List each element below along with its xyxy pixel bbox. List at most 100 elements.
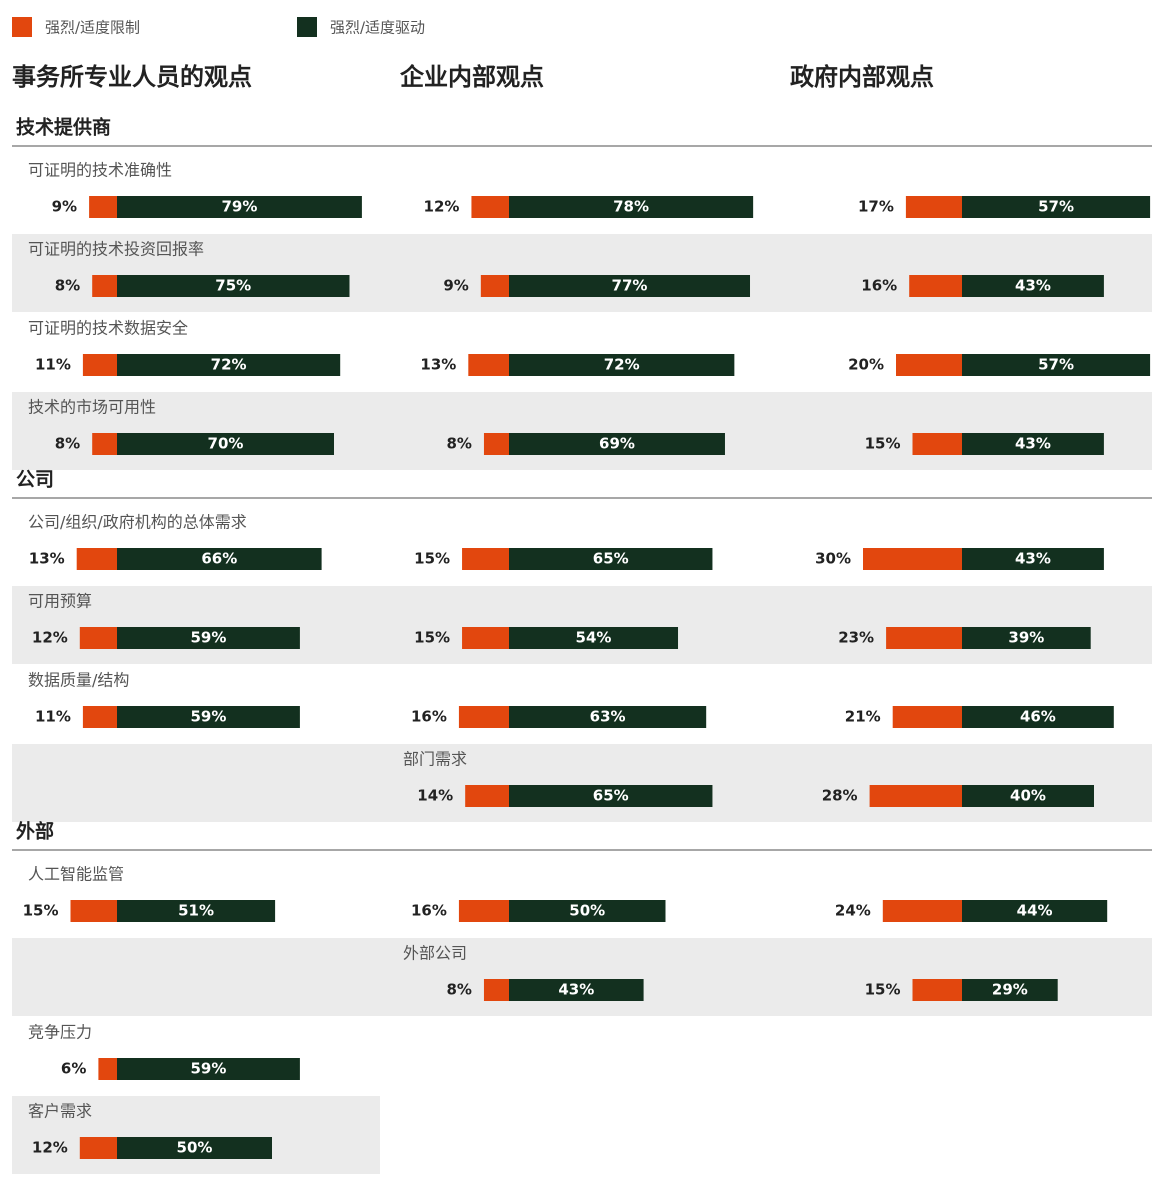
- limit-label: 28%: [822, 787, 858, 805]
- drive-label: 77%: [612, 277, 648, 295]
- row-band: [12, 392, 1152, 470]
- limit-label: 20%: [848, 356, 884, 374]
- limit-bar: [471, 196, 509, 218]
- drive-bar: [509, 275, 751, 297]
- drive-label: 43%: [558, 981, 594, 999]
- drive-bar: [117, 900, 276, 922]
- limit-label: 8%: [55, 435, 80, 453]
- limit-label: 12%: [32, 629, 68, 647]
- drive-bar: [117, 1137, 272, 1159]
- limit-bar: [82, 706, 117, 728]
- drive-bar: [509, 706, 707, 728]
- drive-bar: [962, 785, 1094, 807]
- row-label: 可证明的技术投资回报率: [28, 240, 204, 259]
- drive-label: 54%: [576, 629, 612, 647]
- limit-bar: [905, 196, 962, 218]
- limit-bar: [462, 627, 509, 649]
- limit-label: 6%: [61, 1060, 86, 1078]
- limit-label: 21%: [845, 708, 881, 726]
- drive-bar: [117, 548, 322, 570]
- drive-label: 72%: [211, 356, 247, 374]
- row-label: 可证明的技术数据安全: [28, 319, 188, 338]
- column-header: 企业内部观点: [400, 63, 544, 91]
- limit-bar: [98, 1058, 117, 1080]
- limit-label: 16%: [411, 902, 447, 920]
- legend-label: 强烈/适度驱动: [330, 19, 425, 37]
- row-band: [12, 586, 1152, 664]
- limit-bar: [82, 354, 117, 376]
- limit-label: 15%: [414, 629, 450, 647]
- limit-label: 15%: [865, 435, 901, 453]
- drive-label: 40%: [1010, 787, 1046, 805]
- limit-bar: [76, 548, 117, 570]
- section-title: 外部: [16, 820, 54, 843]
- drive-bar: [509, 196, 754, 218]
- limit-label: 11%: [35, 708, 71, 726]
- limit-label: 16%: [411, 708, 447, 726]
- section-title: 技术提供商: [16, 116, 111, 139]
- section-title: 公司: [16, 469, 54, 491]
- drive-label: 78%: [613, 198, 649, 216]
- limit-label: 12%: [32, 1139, 68, 1157]
- drive-label: 50%: [569, 902, 605, 920]
- limit-label: 23%: [838, 629, 874, 647]
- drive-bar: [962, 275, 1104, 297]
- column-header: 政府内部观点: [790, 63, 934, 91]
- limit-bar: [909, 275, 962, 297]
- limit-bar: [886, 627, 962, 649]
- drive-bar: [509, 548, 713, 570]
- row-label: 人工智能监管: [28, 865, 124, 884]
- limit-label: 11%: [35, 356, 71, 374]
- limit-bar: [863, 548, 962, 570]
- drive-bar: [962, 627, 1091, 649]
- limit-label: 30%: [815, 550, 851, 568]
- limit-label: 16%: [861, 277, 897, 295]
- drive-label: 75%: [215, 277, 251, 295]
- drive-bar: [117, 706, 300, 728]
- limit-label: 15%: [865, 981, 901, 999]
- limit-label: 8%: [55, 277, 80, 295]
- row-label: 数据质量/结构: [28, 671, 129, 690]
- limit-label: 9%: [52, 198, 77, 216]
- row-label: 客户需求: [28, 1102, 92, 1121]
- row-band: [12, 744, 1152, 822]
- drive-label: 65%: [593, 787, 629, 805]
- drive-bar: [117, 196, 362, 218]
- drive-bar: [509, 979, 644, 1001]
- row-band: [12, 938, 1152, 1016]
- drive-label: 57%: [1038, 356, 1074, 374]
- limit-bar: [89, 196, 117, 218]
- drive-bar: [117, 627, 300, 649]
- limit-bar: [912, 433, 962, 455]
- legend-swatch: [12, 17, 32, 37]
- row-label: 外部公司: [403, 944, 467, 963]
- drive-bar: [962, 548, 1104, 570]
- limit-bar: [896, 354, 962, 376]
- drive-label: 57%: [1038, 198, 1074, 216]
- drive-label: 65%: [593, 550, 629, 568]
- row-label: 部门需求: [403, 750, 467, 769]
- limit-bar: [92, 433, 117, 455]
- drive-bar: [509, 354, 735, 376]
- drive-bar: [962, 979, 1058, 1001]
- drive-label: 79%: [221, 198, 257, 216]
- limit-label: 17%: [858, 198, 894, 216]
- drive-label: 51%: [178, 902, 214, 920]
- drive-bar: [117, 433, 334, 455]
- limit-bar: [79, 627, 117, 649]
- legend-swatch: [297, 17, 317, 37]
- drive-bar: [962, 354, 1151, 376]
- limit-bar: [483, 433, 509, 455]
- limit-label: 8%: [446, 435, 471, 453]
- drive-bar: [962, 433, 1104, 455]
- drive-bar: [962, 196, 1151, 218]
- legend-label: 强烈/适度限制: [45, 19, 140, 37]
- limit-label: 24%: [835, 902, 871, 920]
- limit-bar: [912, 979, 962, 1001]
- limit-label: 13%: [420, 356, 456, 374]
- limit-label: 15%: [23, 902, 59, 920]
- limit-label: 13%: [29, 550, 65, 568]
- limit-bar: [468, 354, 509, 376]
- drive-bar: [117, 1058, 300, 1080]
- drive-label: 29%: [992, 981, 1028, 999]
